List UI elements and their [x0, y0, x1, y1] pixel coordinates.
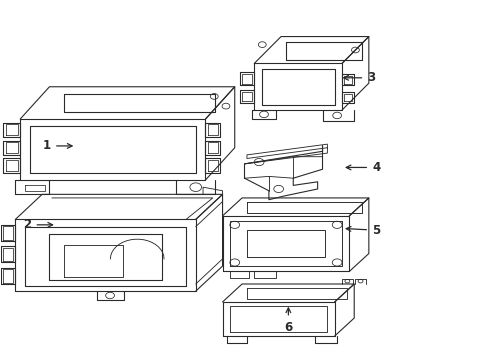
Text: 4: 4 — [346, 161, 380, 174]
Text: 6: 6 — [284, 308, 292, 333]
Text: 1: 1 — [43, 139, 72, 152]
Text: 5: 5 — [346, 224, 380, 237]
Text: 3: 3 — [343, 71, 375, 84]
Text: 2: 2 — [23, 218, 53, 231]
